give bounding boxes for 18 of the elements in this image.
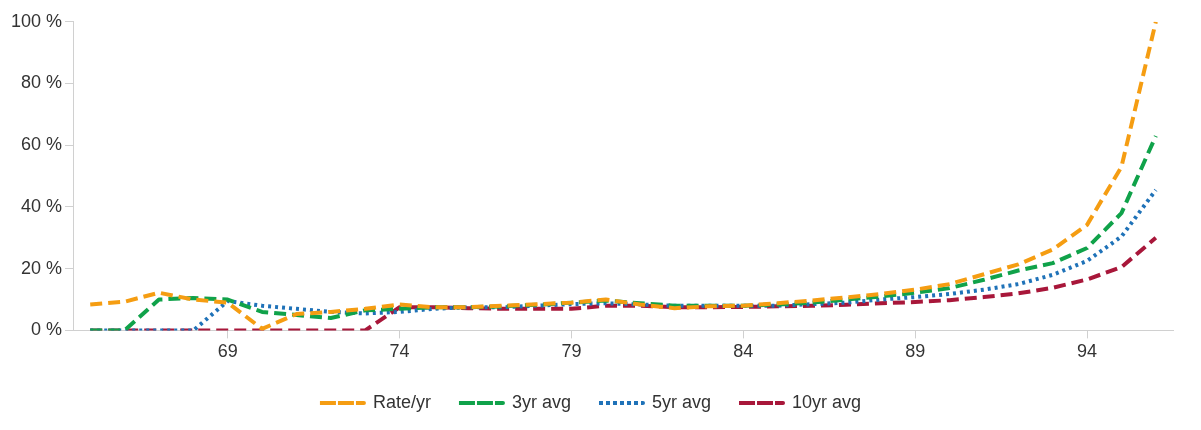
legend-label: 5yr avg (651, 391, 712, 412)
y-tick-label: 60 % (21, 134, 63, 155)
x-tick-label: 79 (561, 341, 582, 362)
y-tick-label: 80 % (21, 72, 63, 93)
y-tick-label: 0 % (31, 319, 63, 340)
x-tick-label: 69 (217, 341, 238, 362)
x-tick-label: 74 (389, 341, 410, 362)
y-tick-label: 100 % (10, 10, 63, 31)
y-tick-label: 40 % (21, 195, 63, 216)
line-series (88, 21, 1158, 331)
legend-label: 10yr avg (792, 391, 862, 412)
x-tick-label: 89 (905, 341, 926, 362)
legend-label: Rate/yr (372, 391, 431, 412)
line-series (88, 133, 1158, 331)
x-tick-label: 84 (733, 341, 754, 362)
x-tick-label: 94 (1077, 341, 1098, 362)
y-tick-label: 20 % (21, 257, 63, 278)
legend-label: 3yr avg (511, 391, 571, 412)
